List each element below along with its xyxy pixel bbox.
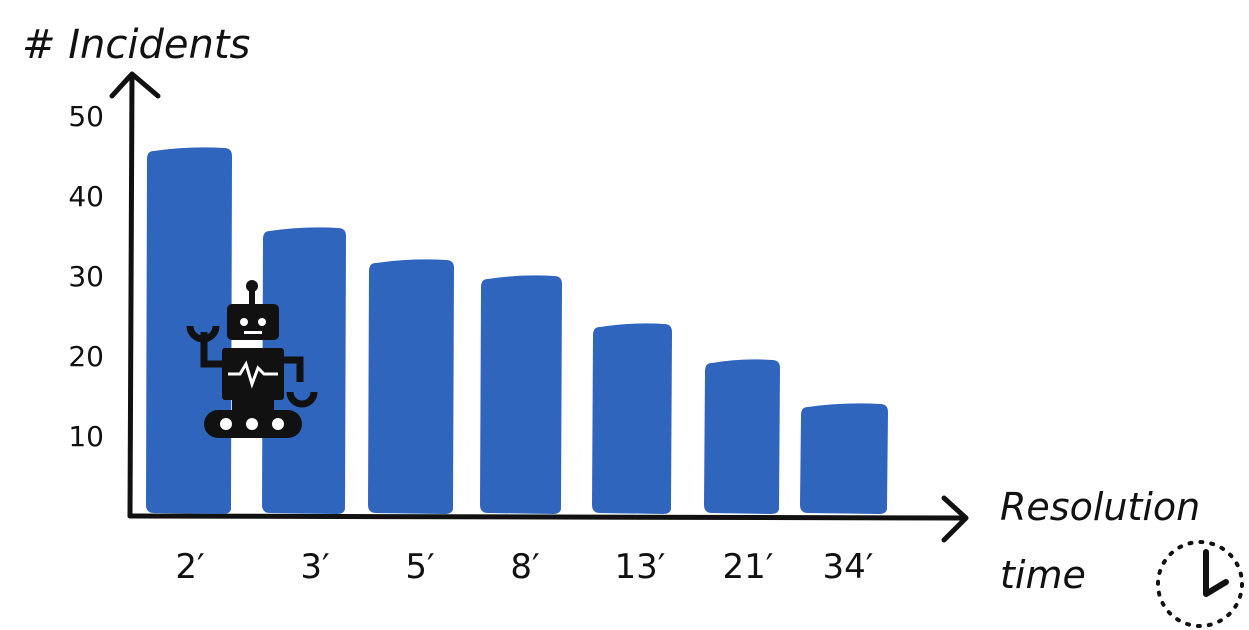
bar — [480, 275, 562, 514]
y-tick-label: 50 — [68, 100, 104, 133]
bar — [368, 259, 454, 514]
x-tick-label: 3′ — [300, 547, 329, 587]
y-axis-label: # Incidents — [22, 22, 250, 68]
clock-icon — [1156, 540, 1244, 628]
robot-icon — [186, 280, 318, 438]
x-tick-label: 21′ — [723, 547, 774, 587]
bar — [704, 359, 780, 514]
y-tick-label: 10 — [68, 420, 104, 453]
x-tick-labels: 2′ 3′ 5′ 8′ 13′ 21′ 34′ — [175, 547, 873, 587]
y-axis-arrowhead — [109, 71, 161, 99]
y-tick-label: 20 — [68, 340, 104, 373]
y-axis-line — [127, 73, 135, 519]
x-tick-label: 13′ — [615, 547, 666, 587]
bar — [800, 403, 888, 514]
x-axis-line — [127, 513, 968, 521]
x-tick-label: 8′ — [510, 547, 539, 587]
axes — [109, 71, 969, 543]
x-axis-arrowhead — [941, 495, 969, 543]
x-axis-label-line2: time — [1000, 553, 1086, 597]
y-tick-labels: 10 20 30 40 50 — [68, 100, 104, 453]
bar — [592, 323, 672, 514]
x-tick-label: 5′ — [405, 547, 434, 587]
bar — [262, 227, 346, 514]
x-axis-label-line1: Resolution — [1000, 485, 1200, 529]
x-tick-label: 2′ — [175, 547, 204, 587]
x-tick-label: 34′ — [823, 547, 874, 587]
y-tick-label: 40 — [68, 180, 104, 213]
y-tick-label: 30 — [68, 260, 104, 293]
